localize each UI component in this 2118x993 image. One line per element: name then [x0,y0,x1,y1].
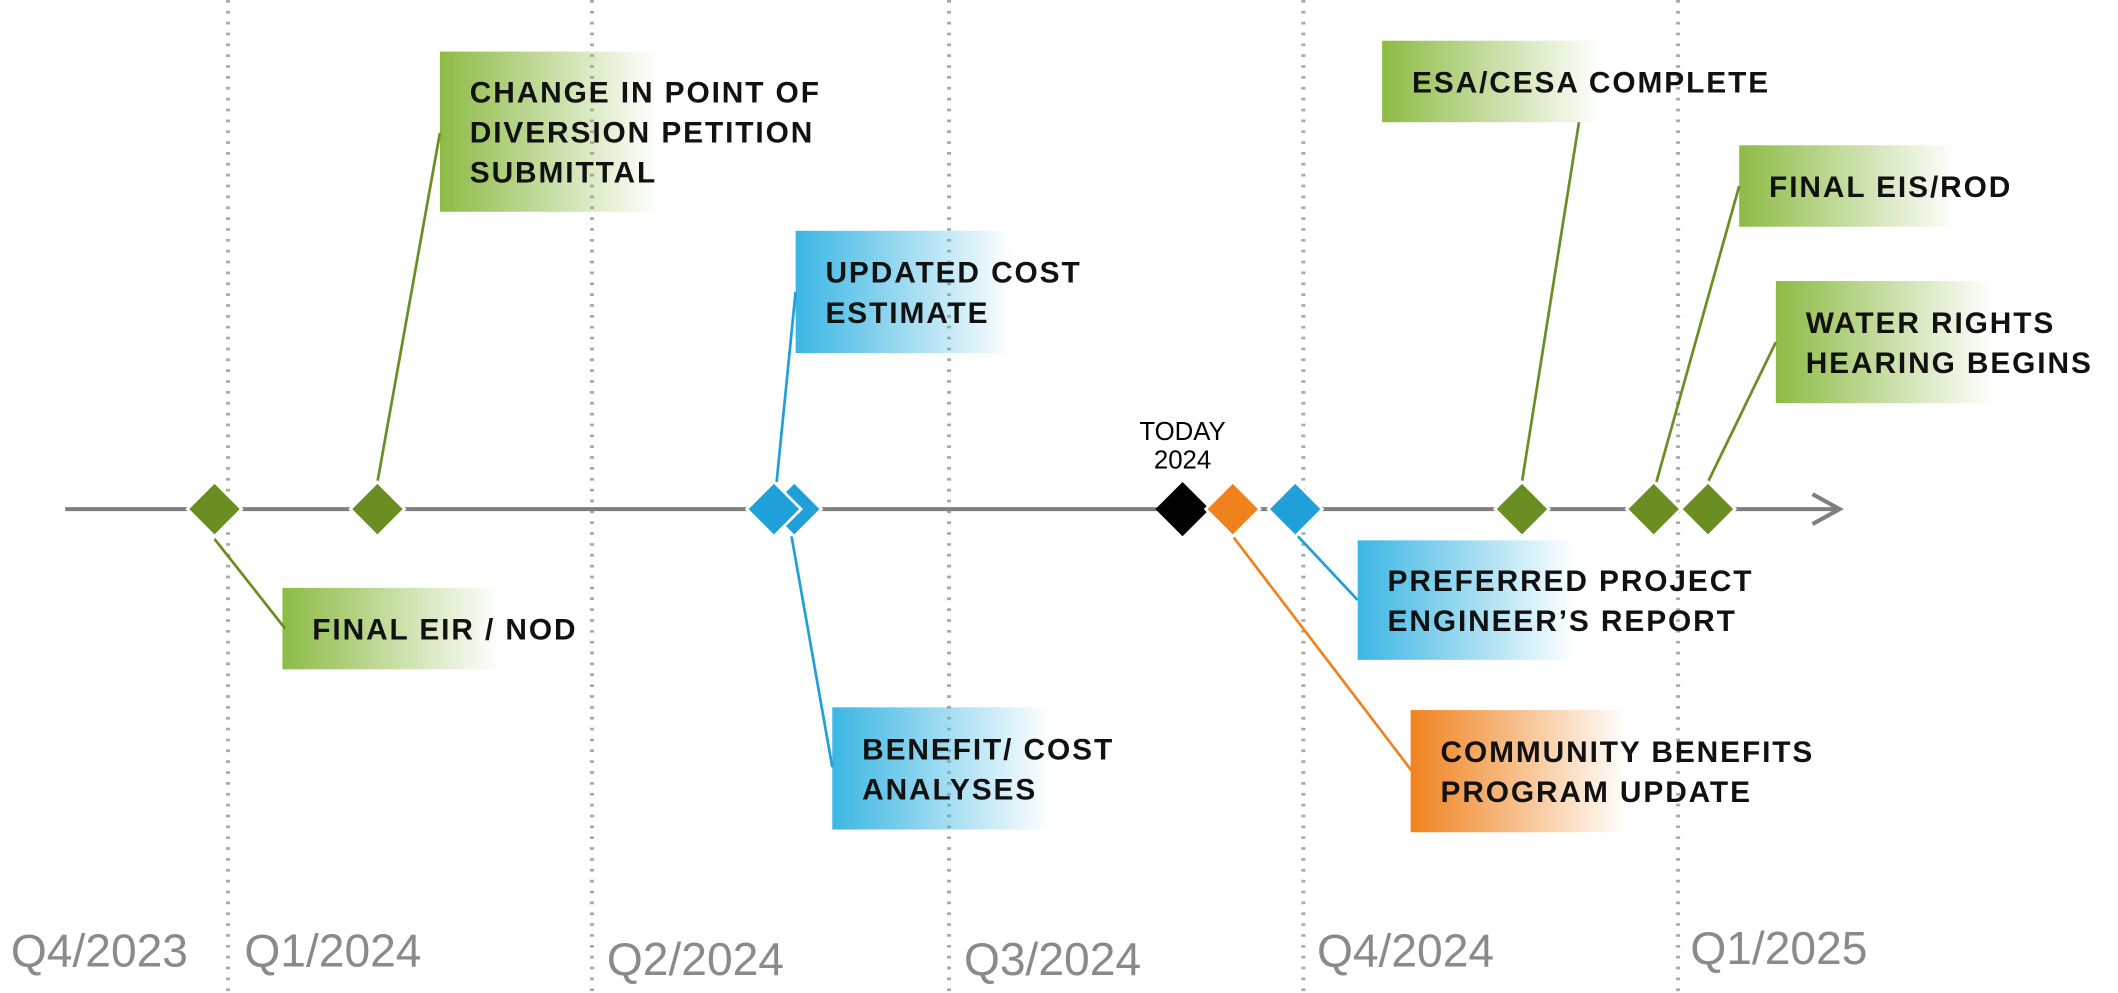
connector [213,538,287,630]
milestone-label: CHANGE IN POINT OF [470,77,821,110]
today-year: 2024 [1154,446,1211,474]
connector [775,291,797,483]
milestone-label: WATER RIGHTS [1806,307,2056,340]
quarter-label: Q4/2023 [11,925,188,977]
milestone-box [439,51,658,212]
milestone-box [1382,40,1600,123]
milestone-box [1357,540,1575,660]
milestone-box [1739,145,1957,227]
milestone-marker [1203,480,1262,539]
milestone-marker [1624,480,1683,539]
milestone-label: ENGINEER’S REPORT [1388,605,1737,638]
milestone-label: PROGRAM UPDATE [1441,776,1752,809]
milestone-box [1775,281,1994,404]
milestone-label: PREFERRED PROJECT [1388,565,1754,598]
milestone-box [1410,710,1628,833]
milestone-marker [1492,480,1552,539]
milestone-box [282,587,500,670]
milestone-label: ESTIMATE [825,297,989,330]
milestone-label: BENEFIT/ COST [862,733,1114,766]
milestone-label: HEARING BEGINS [1806,347,2093,380]
today-marker [1155,481,1210,537]
connector [1706,341,1778,483]
quarter-label: Q1/2025 [1690,922,1867,974]
quarter-label: Q1/2024 [244,925,421,977]
milestone-label: UPDATED COST [825,257,1081,290]
axis-arrow [1811,492,1844,526]
connector [1520,121,1581,483]
milestone-label: SUBMITTAL [470,157,657,190]
milestone-label: FINAL EIS/ROD [1769,171,2012,204]
connector [1231,535,1414,772]
today-label: TODAY [1139,418,1225,446]
milestone-box [795,230,1013,353]
milestone-marker [1266,480,1325,539]
connector [1296,535,1359,602]
milestone-marker [1678,480,1738,539]
milestone-marker [744,480,803,539]
milestone-label: ESA/CESA COMPLETE [1412,66,1770,99]
milestone-label: FINAL EIR / NOD [312,613,577,646]
connector [790,536,834,768]
connector [376,132,442,483]
milestone-box [832,707,1050,830]
quarter-label: Q3/2024 [964,933,1141,985]
milestone-label: COMMUNITY BENEFITS [1441,736,1815,769]
connector [1655,185,1741,483]
milestone-marker [185,480,244,539]
milestone-label: DIVERSION PETITION [470,117,814,150]
quarter-label: Q2/2024 [607,933,784,985]
quarter-label: Q4/2024 [1317,925,1494,977]
milestone-marker [348,480,407,539]
milestone-label: ANALYSES [862,773,1037,806]
